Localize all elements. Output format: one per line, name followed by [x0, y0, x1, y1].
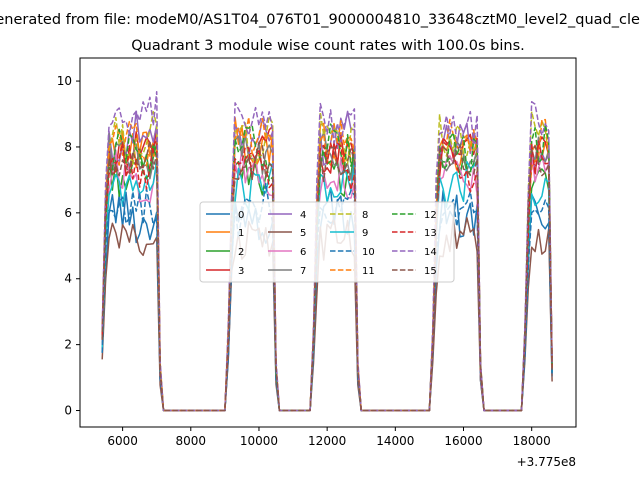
legend-label-7: 7	[300, 266, 306, 277]
chart-suptitle: Plot generated from file: modeM0/AS1T04_…	[0, 12, 640, 28]
y-tick-label: 4	[64, 272, 72, 286]
x-tick-label: 18000	[513, 434, 551, 448]
legend-label-15: 15	[424, 266, 437, 277]
x-tick-label: 14000	[376, 434, 414, 448]
legend-label-10: 10	[362, 247, 375, 258]
x-offset-label: +3.775e8	[517, 455, 576, 469]
x-tick-label: 8000	[176, 434, 207, 448]
y-tick-label: 8	[64, 140, 72, 154]
y-tick-label: 2	[64, 338, 72, 352]
y-tick-label: 0	[64, 404, 72, 418]
legend-label-11: 11	[362, 266, 375, 277]
legend-label-0: 0	[238, 210, 244, 221]
legend-label-8: 8	[362, 210, 368, 221]
legend-label-9: 9	[362, 228, 368, 239]
legend-label-13: 13	[424, 228, 437, 239]
x-tick-label: 10000	[240, 434, 278, 448]
series-line-9	[101, 159, 553, 412]
x-axis: 6000 8000 10000 12000 14000 16000 18000	[107, 427, 551, 448]
legend-label-2: 2	[238, 247, 244, 258]
chart-title: Quadrant 3 module wise count rates with …	[131, 38, 525, 54]
y-tick-label: 6	[64, 206, 72, 220]
legend-frame	[199, 201, 455, 283]
legend-label-4: 4	[300, 210, 306, 221]
series-line-15	[101, 140, 553, 412]
legend-label-6: 6	[300, 247, 306, 258]
y-tick-label: 10	[57, 74, 72, 88]
x-tick-label: 6000	[107, 434, 138, 448]
y-axis: 0 2 4 6 8 10	[57, 74, 80, 418]
x-tick-label: 16000	[444, 434, 482, 448]
x-tick-label: 12000	[308, 434, 346, 448]
legend-label-1: 1	[238, 228, 244, 239]
plot-frame	[79, 57, 577, 428]
legend-label-12: 12	[424, 210, 437, 221]
legend-label-5: 5	[300, 228, 306, 239]
legend-label-14: 14	[424, 247, 437, 258]
legend-label-3: 3	[238, 266, 244, 277]
